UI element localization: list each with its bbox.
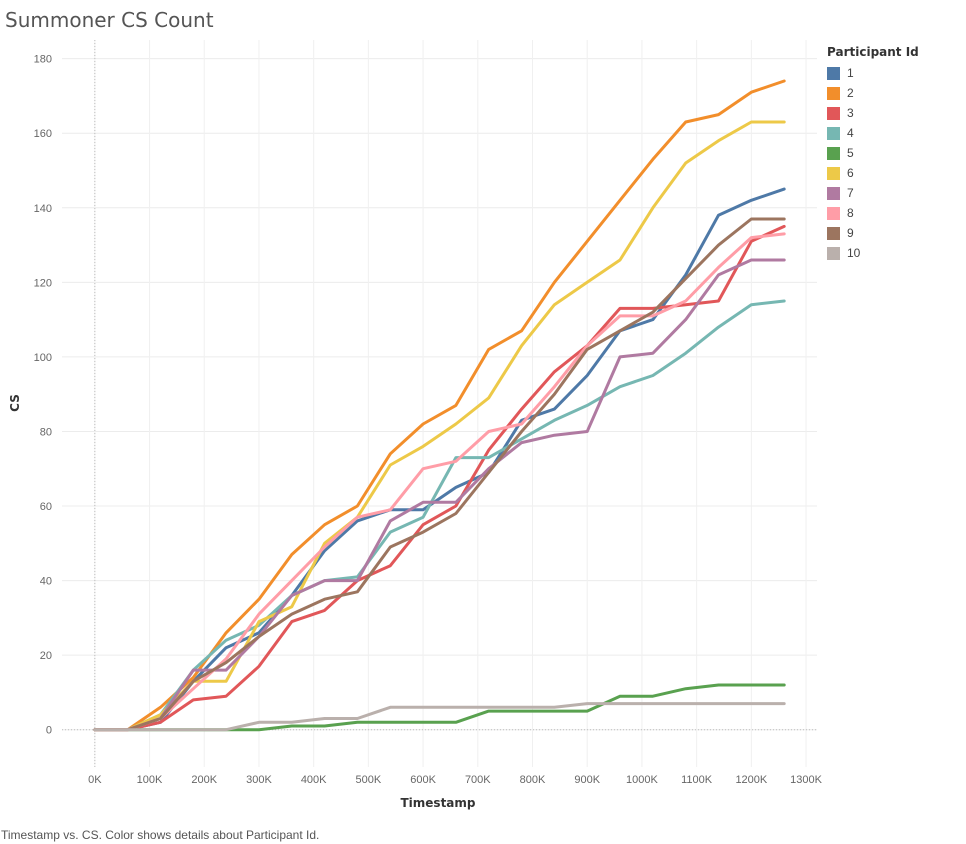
y-tick-label: 80 (40, 426, 52, 438)
legend-item-4[interactable]: 4 (827, 123, 919, 143)
legend-item-10[interactable]: 10 (827, 243, 919, 263)
x-tick-label: 200K (191, 774, 217, 786)
legend-label: 3 (847, 106, 854, 120)
legend-item-2[interactable]: 2 (827, 83, 919, 103)
legend-label: 10 (847, 246, 861, 260)
legend-label: 7 (847, 186, 854, 200)
series-line-9[interactable] (93, 217, 786, 732)
y-tick-label: 140 (34, 203, 52, 215)
legend-label: 2 (847, 86, 854, 100)
series-line-10[interactable] (93, 702, 786, 732)
series-lines (93, 79, 786, 732)
x-tick-label: 1300K (790, 774, 822, 786)
y-axis-title: CS (8, 394, 22, 412)
series-line-2[interactable] (93, 79, 786, 732)
y-tick-label: 60 (40, 501, 52, 513)
legend-item-9[interactable]: 9 (827, 223, 919, 243)
legend-item-3[interactable]: 3 (827, 103, 919, 123)
x-tick-label: 500K (356, 774, 382, 786)
legend-swatch (827, 166, 840, 180)
legend-label: 9 (847, 226, 854, 240)
legend-swatch (827, 206, 840, 220)
legend-label: 4 (847, 126, 854, 140)
x-axis-title: Timestamp (400, 796, 475, 810)
legend-items: 1 2 3 4 5 6 7 8 9 10 (827, 63, 919, 263)
x-tick-label: 400K (301, 774, 327, 786)
caption: Timestamp vs. CS. Color shows details ab… (1, 828, 320, 842)
y-tick-label: 40 (40, 576, 52, 588)
y-tick-label: 180 (34, 54, 52, 66)
legend-item-8[interactable]: 8 (827, 203, 919, 223)
legend-swatch (827, 86, 840, 100)
y-tick-label: 120 (34, 277, 52, 289)
legend-swatch (827, 186, 840, 200)
x-tick-label: 300K (246, 774, 272, 786)
series-line-1[interactable] (93, 187, 786, 732)
series-line-8[interactable] (93, 232, 786, 732)
legend-label: 5 (847, 146, 854, 160)
x-tick-label: 1000K (626, 774, 658, 786)
legend-swatch (827, 146, 840, 160)
legend-label: 1 (847, 66, 854, 80)
legend-item-1[interactable]: 1 (827, 63, 919, 83)
legend: Participant Id 1 2 3 4 5 6 7 8 9 10 (827, 45, 919, 263)
x-tick-label: 600K (410, 774, 436, 786)
grid-lines (62, 40, 817, 767)
axes: 0 20 40 60 80 100 120 140 160 180 0K 100K 200K 300K 40… (34, 54, 823, 786)
legend-item-6[interactable]: 6 (827, 163, 919, 183)
y-tick-label: 160 (34, 128, 52, 140)
series-line-4[interactable] (93, 299, 786, 732)
legend-label: 6 (847, 166, 854, 180)
x-tick-label: 1200K (735, 774, 767, 786)
x-tick-label: 700K (465, 774, 491, 786)
series-line-7[interactable] (93, 258, 786, 732)
x-tick-label: 800K (520, 774, 546, 786)
y-tick-label: 20 (40, 650, 52, 662)
legend-swatch (827, 226, 840, 240)
x-tick-label: 0K (88, 774, 102, 786)
series-line-6[interactable] (93, 120, 786, 732)
x-tick-label: 1100K (681, 774, 713, 786)
series-line-3[interactable] (93, 224, 786, 732)
chart-title: Summoner CS Count (5, 8, 214, 32)
y-tick-label: 0 (46, 725, 52, 737)
legend-swatch (827, 246, 840, 260)
legend-item-7[interactable]: 7 (827, 183, 919, 203)
legend-swatch (827, 66, 840, 80)
legend-swatch (827, 126, 840, 140)
x-tick-label: 900K (574, 774, 600, 786)
legend-swatch (827, 106, 840, 120)
x-tick-label: 100K (137, 774, 163, 786)
legend-item-5[interactable]: 5 (827, 143, 919, 163)
legend-label: 8 (847, 206, 854, 220)
legend-title: Participant Id (827, 45, 919, 59)
y-tick-label: 100 (34, 352, 52, 364)
